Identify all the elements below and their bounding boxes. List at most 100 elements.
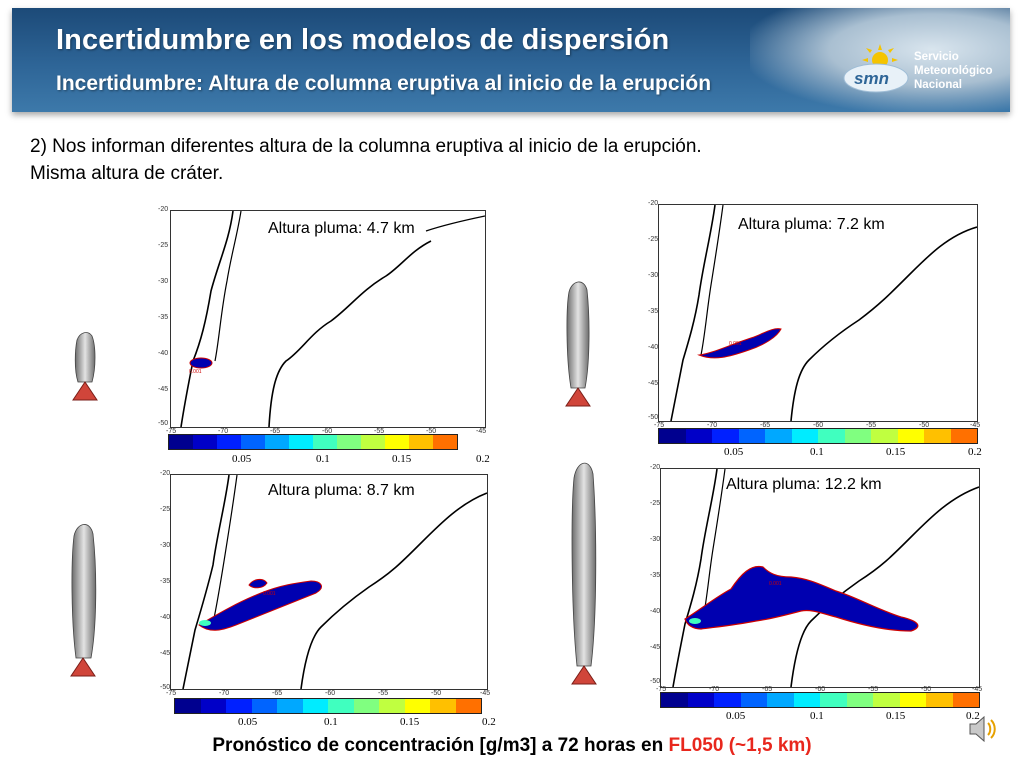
speaker-icon[interactable] [966, 712, 1000, 746]
y-tick: -45 [650, 644, 661, 651]
colorbar-segment [277, 699, 303, 713]
altitude-note: (~1,5 km) [723, 735, 812, 756]
y-tick: -35 [160, 578, 171, 585]
colorbar-segment [714, 693, 741, 707]
colorbar-segment [924, 429, 951, 443]
x-tick: -65 [760, 422, 771, 429]
x-tick: -60 [325, 690, 336, 697]
x-tick: -70 [707, 422, 718, 429]
colorbar-segment [712, 429, 739, 443]
y-tick: -40 [158, 350, 169, 357]
volcano-plume-icon [571, 462, 597, 685]
y-tick: -40 [650, 608, 661, 615]
colorbar-segment [740, 693, 767, 707]
map-panel-4: 0.001 -20 -25 -30 -35 -40 -45 -50 -75 -7… [636, 460, 992, 726]
x-tick: -45 [972, 686, 983, 693]
y-tick: -25 [160, 506, 171, 513]
colorbar-label: 0.2 [966, 710, 980, 722]
y-tick: -45 [160, 650, 171, 657]
colorbar-segment [767, 693, 794, 707]
colorbar [168, 434, 458, 450]
colorbar-segment [430, 699, 456, 713]
y-tick: -50 [648, 414, 659, 421]
colorbar-segment [661, 693, 688, 707]
logo-line-3: Nacional [914, 79, 962, 91]
x-tick: -55 [374, 428, 385, 435]
colorbar-label: 0.1 [324, 716, 338, 728]
colorbar-segment [926, 693, 953, 707]
colorbar-segment [302, 699, 328, 713]
plume-height-label: Altura pluma: 4.7 km [268, 220, 415, 237]
y-tick: -35 [650, 572, 661, 579]
colorbar-label: 0.15 [886, 446, 906, 458]
colorbar-segment [897, 429, 924, 443]
colorbar-segment [385, 435, 409, 449]
colorbar-segment [313, 435, 337, 449]
dispersion-map: 0.001 [658, 204, 978, 422]
colorbar-segment [818, 429, 845, 443]
y-tick: -25 [158, 242, 169, 249]
x-tick: -60 [815, 686, 826, 693]
y-tick: -30 [650, 536, 661, 543]
colorbar-segment [328, 699, 354, 713]
volcano-plume-icon [70, 524, 97, 677]
y-tick: -20 [160, 470, 171, 477]
colorbar-segment [871, 429, 898, 443]
colorbar-segment [241, 435, 265, 449]
volcano-plume-icon [565, 281, 591, 407]
map-canvas: 0.001 [670, 204, 978, 422]
y-tick: -30 [160, 542, 171, 549]
x-tick: -70 [218, 428, 229, 435]
colorbar-label: 0.05 [232, 453, 252, 465]
x-tick: -45 [476, 428, 487, 435]
x-tick: -50 [426, 428, 437, 435]
colorbar-segment [289, 435, 313, 449]
map-panel-3: 0.001 -20 -25 -30 -35 -40 -45 -50 -75 -7… [148, 470, 504, 732]
colorbar [658, 428, 978, 444]
intro-line-1: 2) Nos informan diferentes altura de la … [30, 136, 702, 157]
x-tick: -50 [431, 690, 442, 697]
contour-label: 0.001 [189, 369, 202, 375]
colorbar-segment [455, 699, 481, 713]
volcano-plume-icon [72, 332, 98, 401]
colorbar-label: 0.15 [886, 710, 906, 722]
plume-height-label: Altura pluma: 8.7 km [268, 482, 415, 499]
slide-title: Incertidumbre en los modelos de dispersi… [56, 24, 670, 56]
map-canvas: 0.001 [180, 210, 486, 428]
slide-subtitle: Incertidumbre: Altura de columna eruptiv… [56, 72, 712, 95]
colorbar-segment [659, 429, 686, 443]
plume-height-label: Altura pluma: 12.2 km [726, 476, 882, 493]
x-tick: -75 [166, 690, 177, 697]
colorbar-segment [820, 693, 847, 707]
y-tick: -20 [158, 206, 169, 213]
colorbar-segment [193, 435, 217, 449]
map-panel-1: 0.001 -20 -25 -30 -35 -40 -45 -50 -75 -7… [148, 202, 500, 468]
colorbar-segment [404, 699, 430, 713]
slide-header: Incertidumbre en los modelos de dispersi… [12, 8, 1010, 112]
y-tick: -50 [650, 678, 661, 685]
colorbar-segment [251, 699, 277, 713]
colorbar-segment [353, 699, 379, 713]
colorbar-segment [379, 699, 405, 713]
colorbar-segment [433, 435, 457, 449]
y-tick: -40 [160, 614, 171, 621]
x-tick: -45 [480, 690, 491, 697]
colorbar-segment [175, 699, 201, 713]
colorbar-segment [337, 435, 361, 449]
colorbar-segment [846, 693, 873, 707]
map-canvas: 0.001 [672, 468, 980, 688]
colorbar [174, 698, 482, 714]
forecast-caption: Pronóstico de concentración [g/m3] a 72 … [0, 735, 1024, 757]
colorbar-segment [265, 435, 289, 449]
colorbar-segment [217, 435, 241, 449]
colorbar-label: 0.1 [810, 446, 824, 458]
colorbar-segment [687, 693, 714, 707]
dispersion-map: 0.001 [170, 474, 488, 690]
colorbar-label: 0.1 [810, 710, 824, 722]
x-tick: -65 [272, 690, 283, 697]
y-tick: -35 [648, 308, 659, 315]
colorbar [660, 692, 980, 708]
x-tick: -70 [709, 686, 720, 693]
colorbar-label: 0.2 [476, 453, 490, 465]
y-tick: -50 [160, 684, 171, 691]
